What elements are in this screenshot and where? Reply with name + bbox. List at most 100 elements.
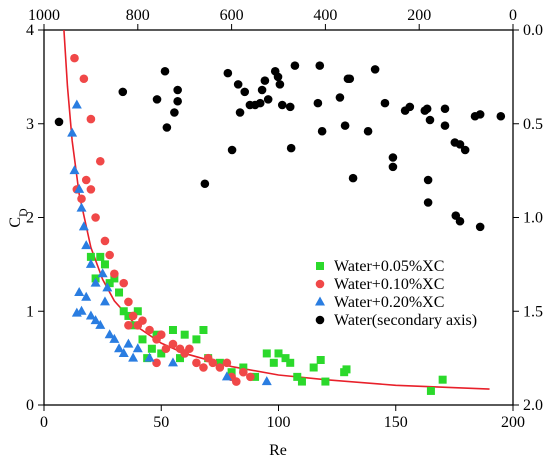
point	[274, 349, 283, 358]
point	[348, 173, 358, 183]
y-axis-label: CD	[7, 208, 30, 228]
legend-marker	[315, 296, 325, 306]
point	[147, 344, 156, 353]
point	[115, 288, 124, 297]
point	[54, 117, 64, 127]
point	[152, 358, 161, 368]
point	[152, 95, 162, 104]
point	[173, 85, 182, 95]
y2-tick-label: 0.0	[523, 22, 543, 39]
x2-tick-label: 0	[509, 7, 517, 24]
point	[86, 185, 96, 194]
point	[119, 307, 128, 316]
point	[78, 221, 89, 231]
point	[138, 316, 147, 325]
point	[110, 274, 119, 283]
point	[221, 371, 232, 381]
point	[124, 311, 133, 320]
point	[173, 96, 182, 106]
point	[102, 282, 113, 292]
point	[67, 127, 78, 137]
point	[223, 68, 233, 78]
point	[297, 377, 306, 386]
point	[345, 74, 355, 84]
point	[293, 372, 302, 381]
point	[110, 269, 119, 279]
point	[168, 339, 178, 349]
point	[128, 352, 139, 362]
point	[118, 87, 128, 97]
point	[363, 126, 373, 136]
point	[105, 250, 114, 260]
point	[313, 98, 323, 108]
point	[316, 356, 325, 364]
x2-tick-label: 200	[407, 7, 431, 24]
point	[440, 104, 450, 114]
point	[286, 358, 295, 367]
point	[128, 311, 138, 321]
point	[162, 123, 172, 132]
point	[81, 175, 91, 185]
x-tick-label: 150	[384, 414, 408, 431]
point	[132, 343, 143, 353]
y-label-subscript: D	[16, 208, 30, 217]
point	[176, 354, 185, 363]
point	[100, 260, 109, 269]
point	[281, 354, 290, 363]
point	[91, 213, 100, 222]
point	[76, 305, 87, 315]
point	[157, 349, 166, 358]
point	[85, 310, 96, 320]
point	[335, 93, 345, 102]
point	[496, 111, 506, 121]
point	[156, 330, 166, 339]
point	[342, 365, 351, 374]
point	[185, 344, 194, 354]
point	[388, 153, 398, 162]
x2-tick-label: 600	[220, 7, 244, 24]
y2-tick-label: 1.5	[523, 303, 543, 320]
point	[79, 74, 89, 84]
point	[231, 377, 241, 386]
point	[438, 375, 447, 384]
point	[152, 330, 161, 339]
x2-tick-label: 400	[313, 7, 337, 24]
point	[455, 216, 465, 226]
x-tick-label: 50	[153, 414, 169, 431]
y2-tick-label: 1.0	[523, 210, 543, 227]
point	[167, 357, 178, 367]
point	[81, 240, 92, 250]
point	[255, 98, 265, 108]
point	[423, 175, 433, 185]
point	[138, 335, 147, 344]
point	[340, 121, 350, 130]
y-tick-label: 3	[26, 116, 34, 133]
point	[423, 198, 433, 207]
point	[192, 358, 201, 368]
point	[109, 333, 120, 343]
point	[215, 363, 225, 372]
point	[240, 87, 250, 97]
x2-tick-label: 800	[126, 7, 150, 24]
legend-label: Water+0.20%XC	[334, 294, 444, 311]
point	[257, 85, 267, 95]
point	[170, 108, 179, 117]
x-tick-label: 100	[267, 414, 291, 431]
point	[370, 65, 380, 74]
point	[86, 114, 96, 124]
y-tick-label: 0	[26, 397, 34, 414]
point	[222, 358, 232, 368]
point	[460, 145, 470, 155]
point	[77, 194, 86, 204]
point	[124, 321, 133, 330]
point	[199, 363, 208, 372]
point	[119, 278, 129, 288]
legend-label: Water+0.05%XC	[334, 258, 444, 275]
point	[262, 349, 271, 358]
point	[275, 80, 285, 89]
point	[86, 252, 95, 261]
point	[239, 363, 248, 372]
point	[380, 98, 390, 108]
point	[215, 358, 224, 367]
